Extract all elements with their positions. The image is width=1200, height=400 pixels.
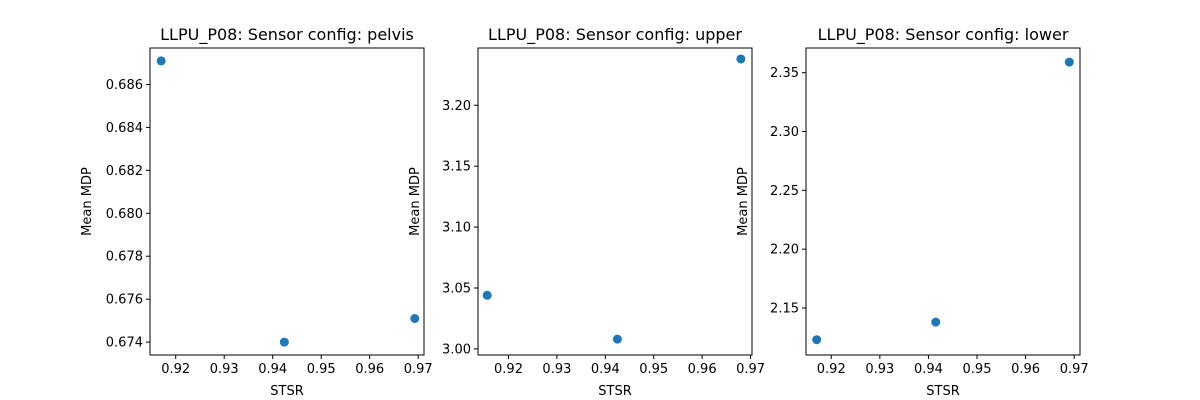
x-tick-label: 0.94 — [591, 362, 620, 377]
x-tick-label: 0.96 — [1011, 362, 1040, 377]
x-tick-label: 0.94 — [258, 362, 287, 377]
y-tick-label: 3.00 — [442, 342, 471, 357]
data-point — [736, 54, 746, 64]
y-tick-label: 2.25 — [770, 184, 799, 199]
y-tick-label: 0.676 — [106, 293, 143, 308]
y-tick-label: 2.20 — [770, 243, 799, 258]
y-tick-label: 0.674 — [106, 336, 143, 351]
y-tick-label: 0.684 — [106, 121, 143, 136]
plot-frame — [149, 47, 425, 356]
x-tick-label: 0.92 — [817, 362, 846, 377]
x-tick-label: 0.95 — [307, 362, 336, 377]
x-tick-label: 0.92 — [494, 362, 523, 377]
chart-title: LLPU_P08: Sensor config: lower — [818, 25, 1069, 45]
subplot-3: LLPU_P08: Sensor config: lower 0.92 0.93 0.… — [736, 25, 1089, 399]
x-tick-label: 0.97 — [1060, 362, 1089, 377]
data-point — [410, 314, 420, 324]
y-tick-label: 2.30 — [770, 125, 799, 140]
subplot-2: LLPU_P08: Sensor config: upper 0.92 0.93 0.… — [408, 25, 765, 399]
y-tick-label: 2.35 — [770, 66, 799, 81]
x-axis-label: STSR — [270, 384, 303, 399]
y-axis-label: Mean MDP — [408, 167, 423, 236]
x-axis-label: STSR — [598, 384, 631, 399]
x-tick-label: 0.97 — [736, 362, 765, 377]
x-tick-label: 0.92 — [161, 362, 190, 377]
chart-title: LLPU_P08: Sensor config: pelvis — [160, 25, 414, 45]
y-tick-label: 2.15 — [770, 301, 799, 316]
y-tick-label: 0.680 — [106, 207, 143, 222]
y-axis-label: Mean MDP — [736, 167, 751, 236]
x-tick-label: 0.96 — [355, 362, 384, 377]
data-point — [1064, 57, 1074, 67]
x-tick-label: 0.97 — [404, 362, 433, 377]
x-tick-label: 0.95 — [963, 362, 992, 377]
plot-frame — [477, 47, 753, 356]
x-tick-label: 0.96 — [688, 362, 717, 377]
data-point — [812, 335, 822, 345]
x-tick-label: 0.94 — [914, 362, 943, 377]
data-point — [931, 317, 941, 327]
data-point — [482, 290, 492, 300]
data-point — [612, 334, 622, 344]
plot-frame — [805, 47, 1081, 356]
y-tick-label: 3.10 — [442, 221, 471, 236]
y-tick-label: 0.682 — [106, 164, 143, 179]
y-axis-label: Mean MDP — [80, 167, 95, 236]
data-point — [279, 337, 289, 347]
y-tick-label: 0.678 — [106, 250, 143, 265]
chart-title: LLPU_P08: Sensor config: upper — [488, 25, 742, 45]
data-point — [156, 56, 166, 66]
x-axis-label: STSR — [926, 384, 959, 399]
y-tick-label: 0.686 — [106, 78, 143, 93]
x-tick-label: 0.93 — [865, 362, 894, 377]
subplot-1: LLPU_P08: Sensor config: pelvis 0.92 0.93 0… — [80, 25, 433, 399]
y-tick-label: 3.15 — [442, 160, 471, 175]
y-tick-label: 3.20 — [442, 99, 471, 114]
x-tick-label: 0.93 — [210, 362, 239, 377]
y-tick-label: 3.05 — [442, 281, 471, 296]
x-tick-label: 0.95 — [639, 362, 668, 377]
x-tick-label: 0.93 — [542, 362, 571, 377]
